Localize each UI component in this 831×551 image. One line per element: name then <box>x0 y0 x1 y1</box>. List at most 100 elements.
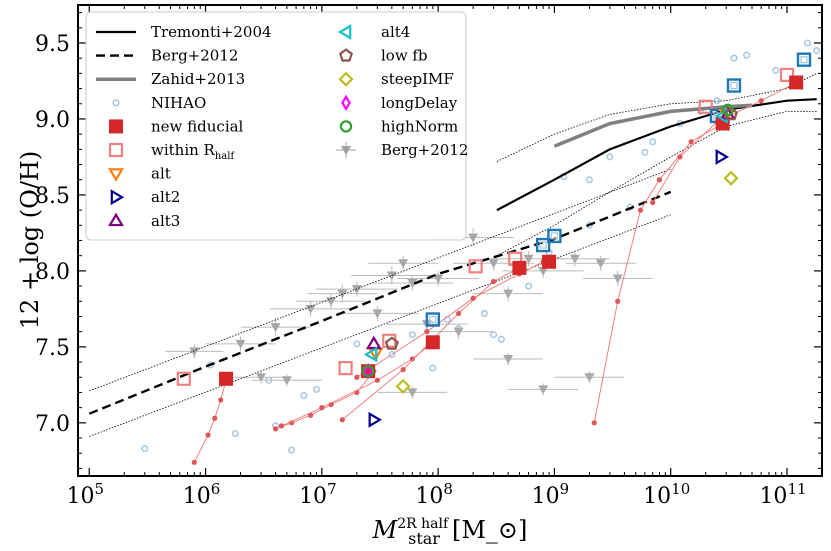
relation-line-tremonti-2004 <box>496 98 817 212</box>
evolution-track-point <box>191 459 197 465</box>
berg2012-marker <box>523 254 534 264</box>
evolution-track-point <box>339 417 345 423</box>
evolution-track-point <box>307 412 314 418</box>
nihao-point <box>408 331 416 339</box>
nihao-point <box>497 335 505 343</box>
legend-item: Tremonti+2004 <box>96 23 272 41</box>
legend-label: highNorm <box>381 117 458 135</box>
nihao-point <box>803 39 811 47</box>
nihao-point <box>713 97 721 105</box>
legend-marker <box>108 212 124 227</box>
legend-label: alt4 <box>381 23 410 41</box>
blue-square-point <box>796 52 812 67</box>
plot-content <box>88 39 821 465</box>
evolution-track-point <box>354 374 360 380</box>
legend-item: alt4 <box>337 23 410 41</box>
alt4-point <box>363 346 378 363</box>
within-rhalf-point <box>468 259 483 274</box>
berg2012-point <box>554 371 625 384</box>
legend-label: Berg+2012 <box>381 141 468 159</box>
low-fb-point <box>384 336 399 350</box>
evolution-track-point <box>374 377 380 383</box>
x-tick-exponent: 5 <box>94 480 104 498</box>
new-fiducial-point <box>542 254 557 269</box>
nihao-point <box>429 364 437 372</box>
nihao-point <box>300 391 308 399</box>
berg2012-marker <box>453 327 464 337</box>
x-tick-exponent: 10 <box>671 480 690 498</box>
legend: Tremonti+2004 Berg+2012 Zahid+2013 NIHAO new… <box>85 11 468 241</box>
x-axis-title-superscript: 2R half <box>397 516 450 532</box>
berg2012-point <box>423 324 494 340</box>
evolution-track-point <box>456 310 462 317</box>
legend-label: low fb <box>381 47 428 65</box>
x-tick-exponent: 6 <box>211 480 221 498</box>
legend-marker <box>336 142 356 158</box>
x-tick-exponent: 8 <box>443 480 453 498</box>
berg2012-marker <box>488 259 499 269</box>
alt2-point <box>368 411 383 428</box>
blue-square-point <box>425 312 441 327</box>
berg2012-marker <box>538 266 549 276</box>
legend-item: low fb <box>339 47 428 65</box>
berg2012-marker <box>351 285 362 295</box>
legend-box <box>85 11 467 241</box>
berg2012-marker <box>270 323 281 333</box>
berg2012-marker <box>407 279 418 289</box>
berg2012-point <box>240 317 311 337</box>
legend-label-subscript: half <box>215 151 236 162</box>
legend-marker <box>337 24 352 40</box>
nihao-point <box>772 66 780 74</box>
x-tick-label: 106 <box>183 480 221 509</box>
relation-line-tremonti-2004-upper <box>496 73 817 162</box>
legend-item: alt <box>108 165 171 183</box>
evolution-track-point <box>212 415 218 421</box>
berg2012-marker <box>398 259 409 269</box>
x-tick-label: 109 <box>532 480 570 509</box>
berg2012-marker <box>584 373 595 383</box>
within-rhalf-point <box>338 361 353 376</box>
x-tick-exponent: 11 <box>787 480 806 498</box>
evolution-track-point <box>319 405 325 411</box>
x-axis-title-symbol: M <box>372 516 399 544</box>
alt2-point <box>715 149 730 165</box>
y-tick-label: 7.0 <box>35 412 70 437</box>
legend-item: Berg+2012 <box>336 141 468 159</box>
legend-item: NIHAO <box>112 94 206 112</box>
x-tick-exponent: 9 <box>560 480 570 498</box>
nihao-point <box>813 47 821 55</box>
y-tick-label: 8.0 <box>35 260 70 285</box>
within-rhalf-point <box>779 67 795 82</box>
evolution-track-point <box>278 423 285 429</box>
berg2012-marker <box>386 271 397 281</box>
nihao-point <box>641 148 649 156</box>
berg2012-point <box>351 266 433 285</box>
legend-label: NIHAO <box>151 94 206 112</box>
legend-item: new fiducial <box>109 117 244 135</box>
evolution-track-point <box>491 278 497 285</box>
evolution-track-point <box>615 298 621 304</box>
legend-label: new fiducial <box>151 117 244 135</box>
y-axis-title: 12 + log (O/H) <box>16 151 44 329</box>
y-tick-label: 9.0 <box>35 108 70 133</box>
evolution-track-point <box>656 177 663 183</box>
evolution-track-point <box>637 207 644 213</box>
evolution-track-point <box>677 154 683 160</box>
legend-label: longDelay <box>381 94 458 112</box>
relation-line-berg-2012 <box>88 190 672 415</box>
new-fiducial-point <box>219 371 234 386</box>
x-tick-label: 108 <box>415 480 453 509</box>
evolution-track <box>593 123 723 423</box>
highnorm-point <box>721 103 735 117</box>
berg2012-marker <box>407 388 418 398</box>
axis-ticks <box>78 5 823 476</box>
blue-square-point-outer <box>726 78 742 93</box>
nihao-point <box>141 445 149 453</box>
new-fiducial-point <box>789 75 804 90</box>
x-axis-title: M2R half star [M_⊙] <box>372 516 528 548</box>
legend-marker <box>339 48 353 62</box>
berg2012-point <box>231 371 291 384</box>
evolution-track-point <box>688 139 694 145</box>
berg2012-point <box>371 275 454 291</box>
berg2012-point <box>336 305 419 322</box>
